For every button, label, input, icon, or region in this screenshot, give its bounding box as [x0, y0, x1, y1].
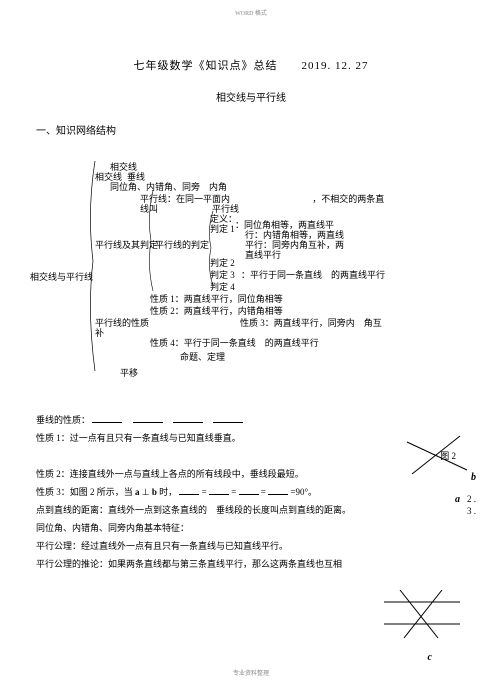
blank — [213, 414, 243, 423]
distance-def: 点到直线的距离：直线外一点到这条直线的 垂线段的长度叫点到直线的距离。 — [36, 501, 466, 519]
outline-item: 性质 3：两直线平行，同旁内 角互 — [240, 317, 382, 331]
figure-lines-2 — [382, 590, 462, 640]
text: =90°。 — [290, 487, 317, 497]
outline-item: 性质 4：平行于同一条直线 的两直线平行 — [150, 337, 319, 351]
parallel-axiom: 平行公理：经过直线外一点有且只有一条直线与已知直线平行。 — [36, 537, 466, 555]
outline-tree: 相交线与平行线 相交线 相交线 垂线 同位角、内错角、同旁 内角 平行线：在同一… — [80, 161, 502, 381]
page-subtitle: 相交线与平行线 — [0, 89, 502, 104]
blank — [179, 486, 199, 495]
outline-item: 命题、定理 — [180, 351, 225, 365]
label-num3: 3 . — [467, 506, 476, 516]
outline-item: 判定 3 ：平行于同一条直线 的两直线平行 — [210, 269, 385, 283]
outline-root: 相交线与平行线 — [30, 271, 93, 285]
brace-icon — [85, 161, 99, 371]
perp-symbol: ⊥ — [142, 487, 152, 497]
text: 性质 3：如图 2 所示，当 — [36, 487, 135, 497]
blank — [173, 414, 203, 423]
property-3: 性质 3：如图 2 所示，当 a ⊥ b 时， = = = =90°。 — [36, 483, 466, 501]
blank — [92, 414, 122, 423]
section-heading: 一、知识网络结构 — [36, 122, 502, 137]
vline-title: 垂线的性质： — [36, 415, 90, 425]
blank — [209, 486, 229, 495]
page-title: 七年级数学《知识点》总结 2019. 12. 27 — [0, 57, 502, 73]
label-b: b — [471, 472, 476, 483]
outline-item: 平行线的判定 — [155, 239, 209, 253]
outline-item: 直线平行 — [245, 249, 281, 263]
label-num2: 2 . — [467, 494, 476, 504]
var-a: a — [135, 487, 140, 497]
text: 时， — [159, 487, 177, 497]
var-b: b — [152, 487, 157, 497]
blank — [268, 486, 288, 495]
blank — [239, 486, 259, 495]
text: ：平行于同一条直线 的两直线平行 — [241, 270, 385, 280]
angles-def: 同位角、内错角、同旁内角基本特征： — [36, 519, 466, 537]
figure-lines-1 — [402, 432, 472, 482]
label-a: a — [455, 494, 460, 505]
blank — [133, 414, 163, 423]
header-mark: WORD 格式 — [0, 0, 502, 17]
brace-icon — [145, 191, 155, 291]
brace-icon — [205, 211, 215, 286]
text: ，不相交的两条直 — [312, 194, 384, 204]
label-c: c — [428, 652, 432, 663]
footer-mark: 专业资料整理 — [0, 668, 502, 677]
parallel-corollary: 平行公理的推论：如果两条直线都与第三条直线平行，那么这两条直线也互相 — [36, 555, 466, 573]
outline-item: 平移 — [120, 367, 138, 381]
